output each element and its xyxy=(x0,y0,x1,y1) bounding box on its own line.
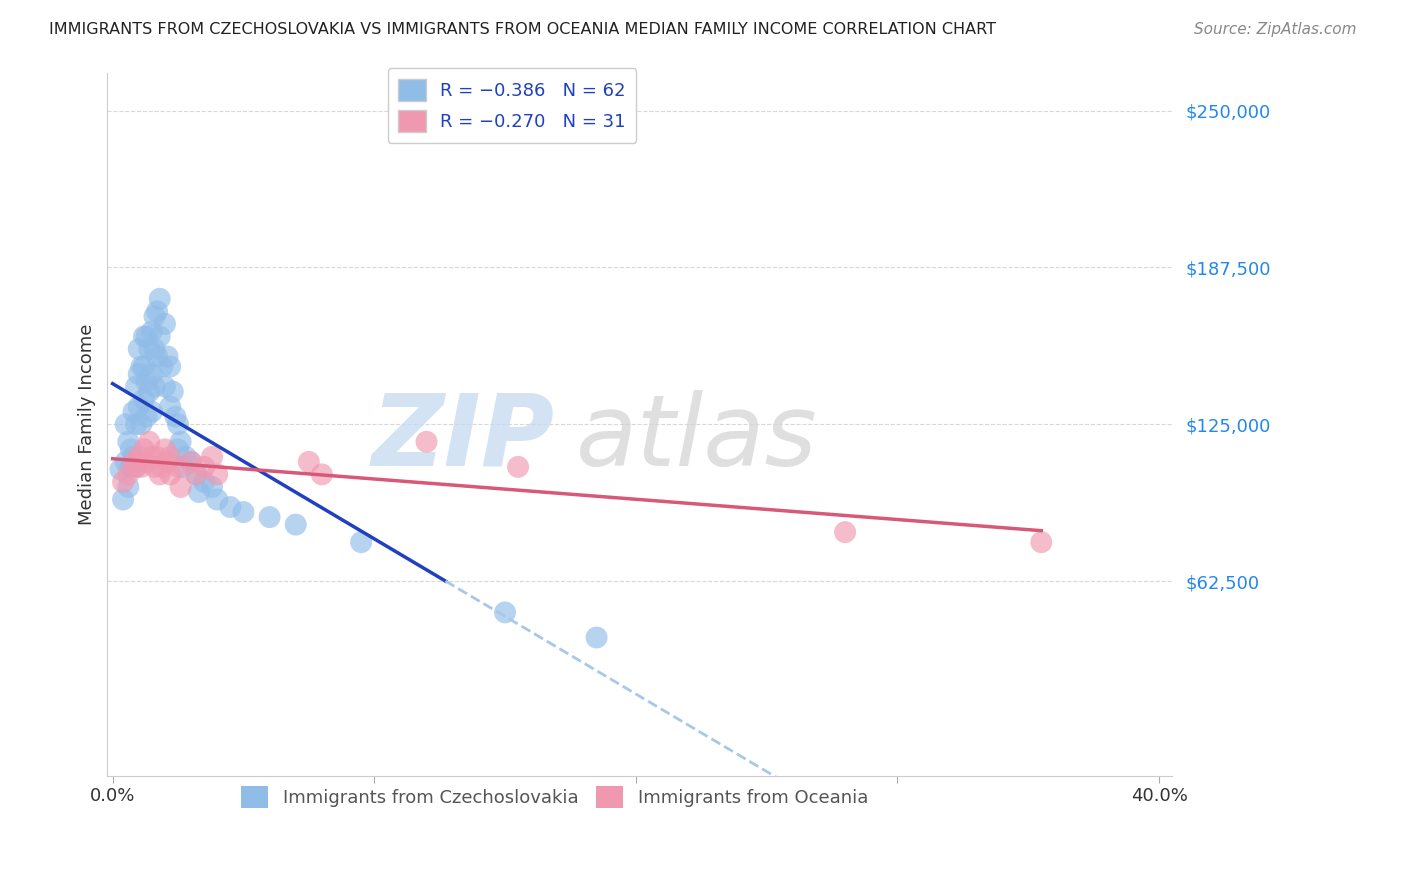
Point xyxy=(131,459,153,474)
Point xyxy=(219,500,242,514)
Point xyxy=(135,375,157,389)
Point xyxy=(117,467,139,482)
Point xyxy=(135,409,157,424)
Point xyxy=(117,480,139,494)
Point xyxy=(122,450,145,464)
Point xyxy=(159,450,181,464)
Point xyxy=(141,367,163,381)
Point xyxy=(165,409,187,424)
Point xyxy=(193,459,215,474)
Point xyxy=(159,400,181,414)
Point xyxy=(207,492,229,507)
Point xyxy=(415,434,437,449)
Point xyxy=(122,405,145,419)
Point xyxy=(153,442,176,457)
Point xyxy=(187,485,209,500)
Point xyxy=(153,379,176,393)
Point xyxy=(259,510,281,524)
Point xyxy=(114,455,136,469)
Point xyxy=(834,525,856,540)
Point xyxy=(143,310,166,324)
Point xyxy=(110,462,132,476)
Point xyxy=(132,442,155,457)
Point xyxy=(150,359,173,374)
Point xyxy=(125,417,148,432)
Legend: Immigrants from Czechoslovakia, Immigrants from Oceania: Immigrants from Czechoslovakia, Immigran… xyxy=(233,780,876,815)
Point xyxy=(494,606,516,620)
Point xyxy=(135,329,157,343)
Text: ZIP: ZIP xyxy=(371,390,554,487)
Point xyxy=(207,467,229,482)
Point xyxy=(284,517,307,532)
Point xyxy=(201,480,224,494)
Point xyxy=(172,459,194,474)
Point xyxy=(153,317,176,331)
Point xyxy=(114,417,136,432)
Point xyxy=(149,329,172,343)
Point xyxy=(350,535,373,549)
Point xyxy=(186,467,208,482)
Point xyxy=(146,350,169,364)
Point xyxy=(143,342,166,356)
Point xyxy=(122,455,145,469)
Point xyxy=(132,392,155,406)
Point xyxy=(167,442,190,457)
Point xyxy=(112,492,135,507)
Point xyxy=(186,467,208,482)
Point xyxy=(167,417,190,432)
Point xyxy=(156,350,179,364)
Point xyxy=(138,384,160,399)
Point xyxy=(169,434,191,449)
Point xyxy=(1031,535,1053,549)
Point xyxy=(162,384,184,399)
Point xyxy=(141,405,163,419)
Point xyxy=(138,342,160,356)
Point xyxy=(117,434,139,449)
Point xyxy=(120,459,142,474)
Point xyxy=(143,459,166,474)
Point xyxy=(506,459,529,474)
Point xyxy=(149,467,172,482)
Point xyxy=(193,475,215,489)
Point xyxy=(112,475,135,489)
Point xyxy=(138,434,160,449)
Point xyxy=(201,450,224,464)
Point xyxy=(149,292,172,306)
Point xyxy=(156,455,179,469)
Point xyxy=(311,467,333,482)
Point xyxy=(132,329,155,343)
Point xyxy=(120,442,142,457)
Point xyxy=(159,359,181,374)
Point xyxy=(131,359,153,374)
Text: atlas: atlas xyxy=(576,390,817,487)
Point xyxy=(298,455,321,469)
Point xyxy=(585,631,607,645)
Point xyxy=(128,342,150,356)
Point xyxy=(180,455,202,469)
Point xyxy=(128,367,150,381)
Point xyxy=(146,304,169,318)
Point xyxy=(180,455,202,469)
Point xyxy=(169,480,191,494)
Point xyxy=(167,459,190,474)
Text: IMMIGRANTS FROM CZECHOSLOVAKIA VS IMMIGRANTS FROM OCEANIA MEDIAN FAMILY INCOME C: IMMIGRANTS FROM CZECHOSLOVAKIA VS IMMIGR… xyxy=(49,22,997,37)
Point xyxy=(174,450,197,464)
Point xyxy=(131,417,153,432)
Text: Source: ZipAtlas.com: Source: ZipAtlas.com xyxy=(1194,22,1357,37)
Point xyxy=(128,450,150,464)
Point xyxy=(135,455,157,469)
Point xyxy=(159,467,181,482)
Point xyxy=(125,379,148,393)
Point xyxy=(141,325,163,339)
Point xyxy=(125,459,148,474)
Point xyxy=(125,459,148,474)
Y-axis label: Median Family Income: Median Family Income xyxy=(79,324,96,524)
Point xyxy=(141,450,163,464)
Point xyxy=(132,359,155,374)
Point xyxy=(232,505,254,519)
Point xyxy=(128,400,150,414)
Point xyxy=(146,450,169,464)
Point xyxy=(143,379,166,393)
Point xyxy=(150,459,173,474)
